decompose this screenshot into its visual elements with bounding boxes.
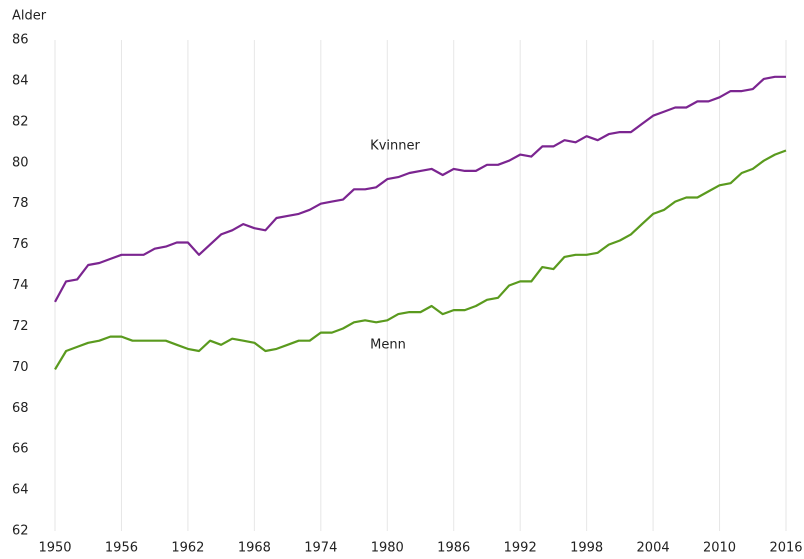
y-tick-label: 76 <box>12 237 29 252</box>
y-tick-label: 84 <box>12 73 29 88</box>
x-tick-label: 1998 <box>570 541 603 556</box>
y-tick-label: 66 <box>12 442 29 457</box>
x-tick-label: 1956 <box>105 541 138 556</box>
y-tick-label: 62 <box>12 524 29 539</box>
y-tick-label: 86 <box>12 33 29 48</box>
y-tick-label: 70 <box>12 360 29 375</box>
x-tick-label: 2004 <box>637 541 670 556</box>
y-tick-label: 74 <box>12 278 29 293</box>
x-tick-label: 1950 <box>38 541 71 556</box>
series-line <box>54 75 786 303</box>
x-tick-label: 2016 <box>769 541 802 556</box>
series-label: Menn <box>370 338 406 353</box>
y-tick-label: 82 <box>12 114 29 129</box>
y-tick-label: 78 <box>12 196 29 211</box>
y-axis-label: Alder <box>12 9 47 24</box>
y-tick-label: 72 <box>12 319 29 334</box>
y-tick-label: 68 <box>12 401 29 416</box>
y-tick-label: 80 <box>12 155 29 170</box>
x-tick-label: 1968 <box>238 541 271 556</box>
y-tick-label: 64 <box>12 483 29 498</box>
x-tick-label: 1962 <box>171 541 204 556</box>
series-line <box>54 149 787 370</box>
x-tick-label: 1986 <box>437 541 470 556</box>
x-tick-label: 1974 <box>304 541 337 556</box>
series-label: Kvinner <box>370 139 420 154</box>
x-tick-label: 1980 <box>371 541 404 556</box>
x-tick-label: 2010 <box>703 541 736 556</box>
x-tick-label: 1992 <box>504 541 537 556</box>
